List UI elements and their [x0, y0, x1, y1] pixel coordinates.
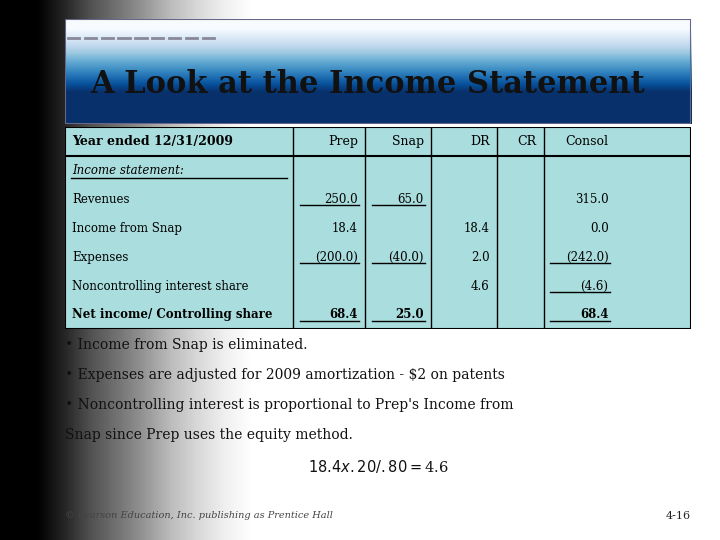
Text: • Noncontrolling interest is proportional to Prep's Income from: • Noncontrolling interest is proportiona… — [65, 399, 513, 412]
Text: 68.4: 68.4 — [580, 308, 608, 321]
Text: Income statement:: Income statement: — [72, 164, 184, 177]
FancyBboxPatch shape — [65, 127, 691, 329]
Text: Income from Snap: Income from Snap — [72, 221, 182, 235]
Text: Snap: Snap — [392, 135, 424, 148]
Text: 18.4: 18.4 — [332, 221, 358, 235]
Text: 68.4: 68.4 — [330, 308, 358, 321]
Text: 250.0: 250.0 — [324, 193, 358, 206]
Text: 2.0: 2.0 — [471, 251, 490, 264]
Text: Net income/ Controlling share: Net income/ Controlling share — [72, 308, 273, 321]
Text: Prep: Prep — [328, 135, 358, 148]
Text: 25.0: 25.0 — [395, 308, 424, 321]
Text: Year ended 12/31/2009: Year ended 12/31/2009 — [72, 135, 233, 148]
Text: Consol: Consol — [565, 135, 608, 148]
Text: A Look at the Income Statement: A Look at the Income Statement — [90, 69, 644, 100]
Text: 4-16: 4-16 — [666, 511, 691, 521]
Text: 18.4: 18.4 — [464, 221, 490, 235]
Text: 65.0: 65.0 — [397, 193, 424, 206]
Text: (4.6): (4.6) — [580, 280, 608, 293]
Text: (200.0): (200.0) — [315, 251, 358, 264]
Text: • Income from Snap is eliminated.: • Income from Snap is eliminated. — [65, 338, 307, 352]
Text: DR: DR — [470, 135, 490, 148]
Text: 0.0: 0.0 — [590, 221, 608, 235]
Text: Noncontrolling interest share: Noncontrolling interest share — [72, 280, 249, 293]
Text: Revenues: Revenues — [72, 193, 130, 206]
Text: • Expenses are adjusted for 2009 amortization - $2 on patents: • Expenses are adjusted for 2009 amortiz… — [65, 368, 505, 382]
Text: (40.0): (40.0) — [388, 251, 424, 264]
Text: $18.4 x .20/.80 = $4.6: $18.4 x .20/.80 = $4.6 — [307, 458, 449, 475]
Text: 315.0: 315.0 — [575, 193, 608, 206]
Text: (242.0): (242.0) — [566, 251, 608, 264]
Text: 4.6: 4.6 — [471, 280, 490, 293]
Text: CR: CR — [518, 135, 536, 148]
Text: © Pearson Education, Inc. publishing as Prentice Hall: © Pearson Education, Inc. publishing as … — [65, 511, 333, 520]
Text: Expenses: Expenses — [72, 251, 129, 264]
Text: Snap since Prep uses the equity method.: Snap since Prep uses the equity method. — [65, 428, 353, 442]
